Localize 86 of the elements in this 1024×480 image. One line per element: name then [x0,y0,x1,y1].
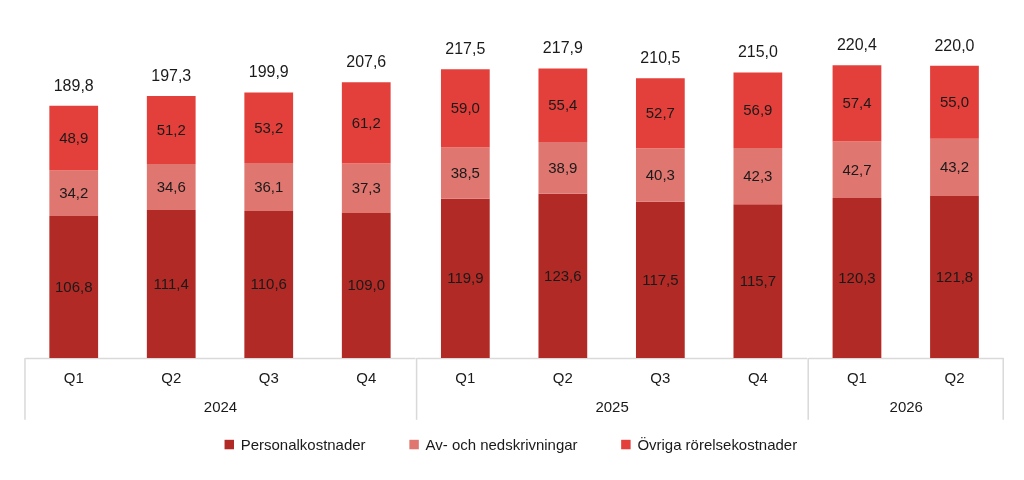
x-tick-label: Q1 [455,369,476,387]
total-label: 217,5 [445,40,486,58]
bar [146,163,196,210]
data-label: 48,9 [59,129,89,147]
bar [733,204,783,358]
data-label: 55,4 [548,96,578,114]
total-label: 210,5 [640,49,681,67]
x-axis-title: 2025 [595,398,629,416]
total-label: 220,4 [836,36,878,54]
total-label: 220,0 [934,36,975,54]
data-label: 52,7 [645,104,675,122]
data-label: 121,8 [935,267,974,285]
data-label: 119,9 [447,269,484,287]
data-label: 51,2 [156,120,186,138]
x-tick-label: Q4 [747,369,768,387]
x-tick-label: Q3 [258,369,279,387]
data-label: 123,6 [544,266,582,284]
bar [341,163,391,214]
data-label: 53,2 [254,118,284,136]
data-label: 34,6 [156,177,186,195]
bar [440,69,490,148]
x-tick-label: Q1 [846,369,867,387]
data-label: 117,5 [642,270,679,288]
data-label: 38,5 [450,164,480,182]
bar [930,138,979,197]
bar [341,213,391,358]
legend-label: Personalkostnader [240,435,366,453]
total-label: 189,8 [53,76,94,94]
data-label: 40,3 [645,166,675,184]
bar [832,65,882,142]
total-label: 217,9 [542,39,583,57]
bar [440,198,490,358]
data-label: 109,0 [347,276,385,294]
total-label: 199,9 [248,63,289,81]
data-label: 56,9 [743,101,773,119]
bar [49,216,99,358]
bar [49,170,99,217]
data-label: 111,4 [153,274,189,292]
data-label: 110,6 [250,275,287,293]
data-label: 59,0 [450,99,480,117]
x-tick-label: Q2 [552,369,573,387]
bar [635,201,685,358]
bar [930,196,979,358]
bar [635,78,685,149]
x-axis-title: 2024 [203,398,238,416]
data-label: 42,3 [743,167,773,185]
data-label: 61,2 [351,113,381,131]
data-label: 57,4 [842,94,872,112]
bar [440,147,490,199]
data-label: 120,3 [838,268,876,286]
bar [146,95,196,164]
bar [341,82,391,164]
legend-label: Övriga rörelsekostnader [637,435,798,453]
bar [538,193,588,358]
data-label: 36,1 [254,178,284,196]
data-label: 55,0 [939,93,970,111]
legend-label: Av- och nedskrivningar [425,435,578,453]
x-tick-label: Q2 [944,369,965,387]
bar [146,209,196,358]
bar [538,68,588,143]
data-label: 34,2 [59,184,89,202]
bar [930,65,979,139]
x-tick-label: Q2 [161,369,182,387]
bar [733,72,783,149]
bar [49,105,99,171]
data-label: 43,2 [939,158,970,176]
total-label: 197,3 [151,66,192,84]
x-tick-label: Q3 [650,369,671,387]
total-label: 207,6 [346,53,387,71]
data-label: 37,3 [351,179,381,197]
x-axis-title: 2026 [889,398,923,416]
x-tick-label: Q1 [63,369,84,387]
data-label: 115,7 [739,272,777,290]
total-label: 215,0 [737,43,778,61]
data-label: 106,8 [54,277,93,295]
bar [244,210,294,358]
bar [832,141,882,199]
x-tick-label: Q4 [356,369,377,387]
bar [538,142,588,194]
bar [635,148,685,202]
data-label: 42,7 [842,160,872,178]
bar [244,92,294,164]
bar [733,148,783,205]
data-label: 38,9 [548,158,578,176]
bar [832,198,882,358]
bar [244,163,294,211]
